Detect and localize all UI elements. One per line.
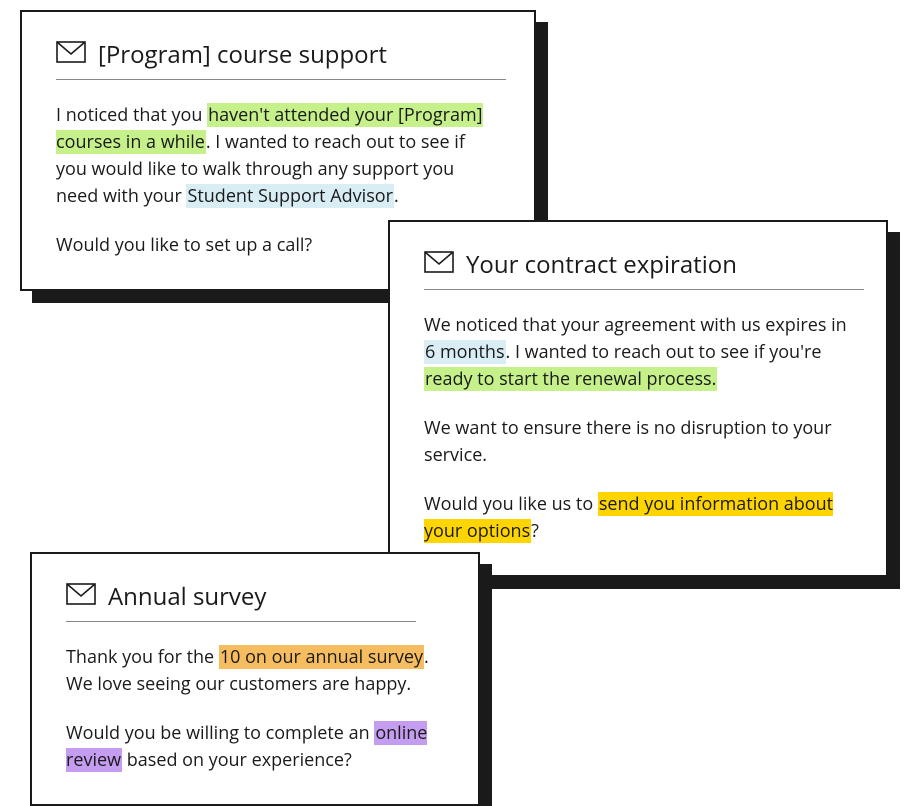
text-segment: . I wanted to reach out to see if you're [506, 340, 822, 364]
paragraph: Would you be willing to complete an onli… [66, 720, 444, 774]
text-segment: Would you like to set up a call? [56, 233, 312, 257]
card-header: Annual survey [66, 580, 444, 613]
text-segment: Thank you for the [66, 645, 219, 669]
card-header: Your contract expiration [424, 248, 852, 281]
paragraph: Thank you for the 10 on our annual surve… [66, 644, 444, 698]
text-segment: Would you like us to [424, 492, 598, 516]
highlight-green: ready to start the renewal process. [424, 367, 717, 391]
email-card-contract-expiration: Your contract expiration We noticed that … [388, 220, 888, 577]
paragraph: We noticed that your agreement with us e… [424, 312, 852, 393]
paragraph: Would you like us to send you informatio… [424, 491, 852, 545]
divider [424, 289, 864, 290]
envelope-icon [56, 41, 86, 68]
card-title: Annual survey [108, 580, 266, 613]
highlight-orange: 10 on our annual survey [219, 645, 424, 669]
card-title: [Program] course support [98, 38, 387, 71]
paragraph: I noticed that you haven't attended your… [56, 102, 500, 210]
text-segment: based on your experience? [122, 748, 352, 772]
highlight-lightblue: 6 months [424, 340, 506, 364]
envelope-icon [424, 251, 454, 278]
text-segment: We want to ensure there is no disruption… [424, 416, 832, 467]
highlight-lightblue: Student Support Advisor [186, 184, 393, 208]
paragraph: We want to ensure there is no disruption… [424, 415, 852, 469]
card-header: [Program] course support [56, 38, 500, 71]
text-segment: I noticed that you [56, 103, 207, 127]
text-segment: We noticed that your agreement with us e… [424, 313, 847, 337]
divider [56, 79, 506, 80]
card-title: Your contract expiration [466, 248, 737, 281]
text-segment: Would you be willing to complete an [66, 721, 374, 745]
email-card-annual-survey: Annual survey Thank you for the 10 on our… [30, 552, 480, 806]
text-segment: ? [531, 519, 539, 543]
divider [66, 621, 416, 622]
envelope-icon [66, 583, 96, 610]
text-segment: . [394, 184, 399, 208]
